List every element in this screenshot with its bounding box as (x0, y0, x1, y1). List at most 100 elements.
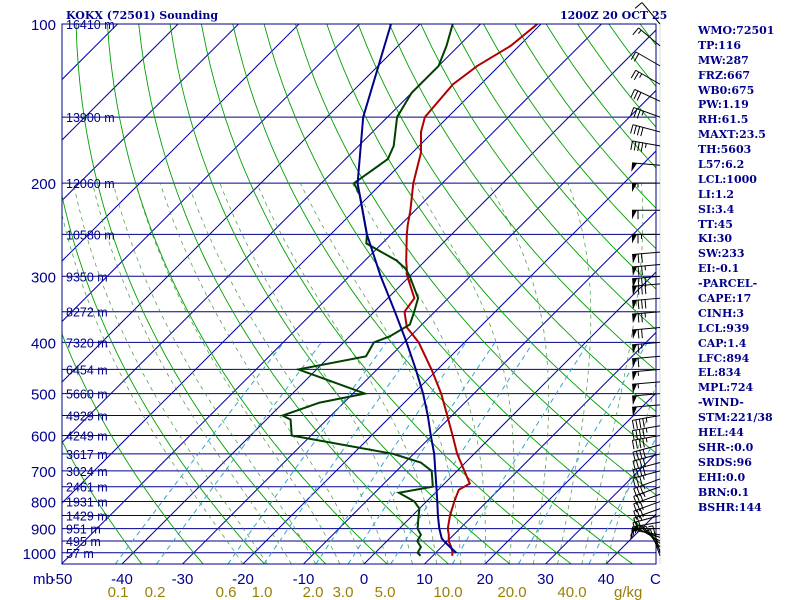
barb-staff (633, 493, 661, 505)
barb-flag (630, 124, 634, 134)
barb-flag (637, 266, 640, 276)
barb-flag (638, 429, 642, 439)
dry-adiabat (169, 24, 511, 564)
barb-staff (632, 514, 661, 524)
pressure-tick-label: 600 (31, 428, 56, 445)
barb-flag (636, 509, 641, 519)
sounding-time: 1200Z 20 OCT 25 (560, 9, 668, 22)
dry-adiabat (326, 24, 656, 454)
wind-barb (632, 355, 661, 368)
wind-barb (632, 297, 661, 310)
barb-flag (636, 126, 641, 136)
barb-pennant (632, 371, 638, 381)
index-item: CINH:3 (698, 306, 745, 320)
height-label: 1429 m (66, 509, 108, 523)
pressure-tick-label: 400 (31, 335, 56, 352)
height-label: 8272 m (66, 306, 108, 320)
station-title: KOKX (72501) Sounding (66, 9, 219, 22)
height-label: 9350 m (66, 270, 108, 284)
wind-barb (632, 209, 660, 220)
wind-barb (630, 107, 661, 119)
wind-barb (630, 88, 661, 102)
barb-half-flag (643, 484, 646, 490)
isotherm-line (62, 24, 179, 141)
index-item: CAPE:17 (698, 292, 752, 306)
barb-flag (639, 459, 643, 469)
temperature-tick-label: -50 (51, 571, 73, 588)
mixing-ratio-label: 10.0 (433, 584, 462, 600)
barb-pennant (632, 344, 638, 354)
barb-staff (633, 107, 661, 118)
barb-pennant (632, 406, 638, 417)
index-item: LI:1.2 (698, 187, 735, 201)
barb-flag (639, 493, 644, 503)
barb-flag (641, 266, 643, 276)
index-item: BRN:0.1 (698, 485, 750, 499)
index-item: -WIND- (698, 396, 744, 410)
barb-half-flag (639, 73, 643, 78)
barb-flag (638, 439, 642, 449)
moist-adiabat (187, 183, 389, 564)
barb-flag (633, 125, 637, 135)
moist-adiabat (62, 213, 244, 564)
wind-barb (632, 404, 661, 417)
wind-barb (633, 508, 661, 527)
barb-flag (642, 458, 646, 468)
pressure-unit-label: mb (33, 571, 54, 588)
wind-barb (632, 470, 661, 487)
barb-staff (633, 486, 661, 497)
isotherm-line (62, 24, 360, 323)
barb-pennant (632, 183, 637, 193)
wind-barb (633, 478, 661, 498)
barb-flag (637, 278, 640, 288)
barb-half-flag (645, 437, 648, 443)
isotherm-line (62, 24, 542, 504)
height-label: 12060 m (66, 177, 115, 191)
barb-flag (640, 127, 644, 137)
barb-half-flag (643, 492, 646, 498)
wind-barb (632, 444, 661, 461)
barb-staff (632, 470, 661, 479)
wind-barb (632, 381, 661, 394)
dry-adiabat (62, 332, 204, 564)
barb-pennant (632, 358, 638, 368)
barb-staff (632, 444, 661, 453)
barb-flag (641, 299, 643, 309)
isotherm-line (363, 271, 656, 564)
barb-flag (635, 477, 640, 487)
barb-flag (639, 508, 644, 518)
isotherm-line (0, 24, 57, 564)
index-item: TH:5603 (698, 143, 752, 157)
barb-flag (635, 439, 638, 449)
moist-adiabat (488, 183, 549, 564)
plot-border (61, 23, 657, 565)
height-label: 13900 m (66, 111, 115, 125)
dry-adiabat (294, 24, 656, 496)
height-label: 5660 m (66, 388, 108, 402)
barb-flag (641, 285, 643, 295)
barb-flag (639, 467, 643, 477)
barb-staff (632, 393, 661, 397)
index-item: EI:-0.1 (698, 262, 740, 276)
dry-adiabat (357, 24, 656, 413)
height-label: 3617 m (66, 448, 108, 462)
index-item: CAP:1.4 (698, 336, 747, 350)
mixing-ratio-line (156, 342, 322, 564)
barb-staff (633, 478, 661, 489)
mixing-ratio-line (114, 342, 285, 564)
barb-flag (641, 313, 643, 323)
mixing-ratio-label: 5.0 (375, 584, 396, 600)
dry-adiabat (232, 24, 633, 564)
barb-flag (637, 142, 640, 152)
barb-pennant (632, 278, 638, 288)
barb-staff (641, 2, 661, 25)
index-item: LFC:894 (698, 351, 750, 365)
barb-flag (630, 51, 637, 60)
dry-adiabat (138, 24, 449, 564)
barb-staff (632, 453, 661, 462)
index-item: EHI:0.0 (698, 470, 746, 484)
barb-flag (638, 419, 642, 429)
isotherm-line (62, 24, 421, 383)
barb-flag (637, 285, 640, 295)
